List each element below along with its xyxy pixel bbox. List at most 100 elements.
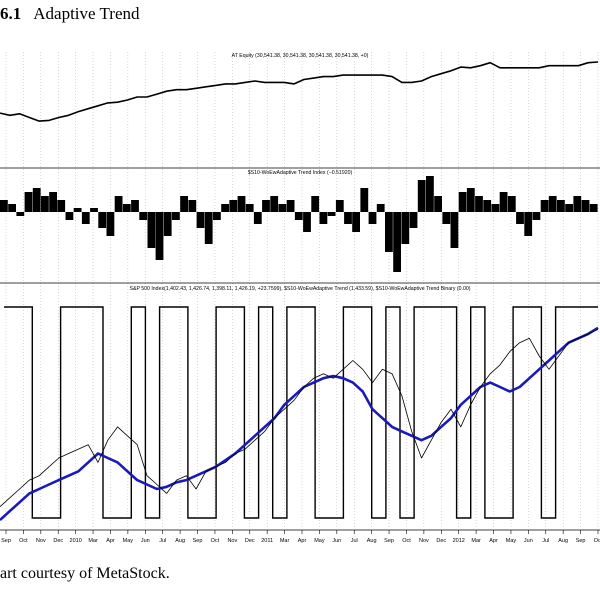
equity-panel-title: AT Equity (30,541.38, 30,541.38, 30,541.… xyxy=(232,53,369,59)
x-tick-label: Apr xyxy=(298,538,307,544)
index-bar xyxy=(491,204,500,212)
index-bar xyxy=(262,200,270,212)
index-bar xyxy=(98,212,107,228)
x-tick-label: May xyxy=(123,538,134,544)
x-tick-label: Sep xyxy=(384,538,394,544)
x-tick-label: Mar xyxy=(471,538,481,544)
index-bar xyxy=(483,200,492,212)
index-bar xyxy=(131,200,139,212)
index-bar xyxy=(294,212,303,220)
price-panel-title: S&P 500 Index(1,402.43, 1,426.74, 1,398.… xyxy=(130,286,471,292)
x-tick-label: May xyxy=(314,538,325,544)
index-bar xyxy=(114,196,123,212)
index-bar xyxy=(147,212,156,248)
index-bar xyxy=(442,212,451,224)
index-bar xyxy=(319,212,328,224)
index-bar xyxy=(360,188,369,212)
index-bar xyxy=(65,212,74,220)
index-bar xyxy=(434,196,442,212)
index-bar xyxy=(385,212,393,252)
index-bar xyxy=(49,192,57,212)
index-bar xyxy=(393,212,401,272)
x-tick-label: Oct xyxy=(594,538,600,544)
x-tick-label: Dec xyxy=(245,538,255,544)
trend-line xyxy=(0,326,599,521)
index-bar xyxy=(548,196,557,212)
x-tick-label: Jun xyxy=(524,538,533,544)
index-bar xyxy=(278,204,287,212)
index-bar xyxy=(458,192,467,212)
index-bar xyxy=(344,212,352,224)
x-tick-label: Apr xyxy=(106,538,115,544)
index-bar xyxy=(286,200,295,212)
index-bar xyxy=(196,212,205,228)
index-bar xyxy=(24,192,33,212)
index-bar xyxy=(311,196,320,212)
index-bar xyxy=(507,196,516,212)
x-tick-label: Jul xyxy=(159,538,166,544)
price-line xyxy=(0,329,599,507)
index-panel-title: $S10-WoEwAdaptive Trend Index (−0.51920) xyxy=(248,170,353,176)
index-bar xyxy=(41,196,49,212)
figure-name: Adaptive Trend xyxy=(33,4,140,23)
x-tick-label: May xyxy=(506,538,517,544)
x-tick-label: Jun xyxy=(332,538,341,544)
index-bar xyxy=(32,188,41,212)
index-bar xyxy=(237,196,246,212)
index-bar xyxy=(172,212,180,220)
index-bar xyxy=(90,208,98,212)
x-tick-label: Apr xyxy=(489,538,498,544)
index-bar xyxy=(163,212,172,236)
x-tick-label: Aug xyxy=(558,538,568,544)
index-bar xyxy=(57,200,66,212)
index-bar xyxy=(303,212,311,232)
index-bar xyxy=(352,212,360,232)
index-bar xyxy=(532,212,541,220)
x-tick-label: 2010 xyxy=(70,538,82,544)
figure-title: 6.1 Adaptive Trend xyxy=(0,4,140,24)
index-bar xyxy=(270,196,279,212)
index-bar xyxy=(327,212,336,216)
index-bar xyxy=(16,212,25,216)
index-bar xyxy=(466,188,475,212)
x-tick-label: Aug xyxy=(175,538,185,544)
index-bar xyxy=(155,212,164,260)
x-tick-label: Nov xyxy=(36,538,46,544)
index-bar xyxy=(8,204,16,212)
x-tick-label: 2011 xyxy=(261,538,273,544)
index-bar xyxy=(245,204,254,212)
vertical-gridlines xyxy=(5,52,599,528)
index-bar xyxy=(573,196,582,212)
index-bar xyxy=(499,192,508,212)
index-bar xyxy=(426,176,434,212)
index-bar xyxy=(417,180,426,212)
figure-caption: art courtesy of MetaStock. xyxy=(0,565,170,582)
x-tick-label: Dec xyxy=(53,538,63,544)
index-bar xyxy=(180,196,188,212)
index-bar xyxy=(0,200,8,212)
index-bar xyxy=(188,200,197,212)
index-bar xyxy=(401,212,410,244)
index-bar xyxy=(581,200,590,212)
index-bar xyxy=(557,200,565,212)
index-bar xyxy=(221,204,229,212)
index-bar xyxy=(409,212,418,228)
x-tick-label: Nov xyxy=(227,538,237,544)
x-tick-label: Nov xyxy=(419,538,429,544)
index-bar xyxy=(139,212,148,220)
x-tick-label: Jul xyxy=(542,538,549,544)
index-bar xyxy=(565,204,573,212)
index-bar xyxy=(122,204,131,212)
x-tick-label: Oct xyxy=(211,538,220,544)
x-tick-label: Oct xyxy=(402,538,411,544)
x-tick-label: Sep xyxy=(1,538,11,544)
trend-index-panel xyxy=(0,176,598,272)
index-bar xyxy=(81,212,90,224)
index-bar xyxy=(475,196,483,212)
index-bar xyxy=(376,204,385,212)
x-tick-label: Oct xyxy=(19,538,28,544)
x-tick-label: Mar xyxy=(280,538,290,544)
index-bar xyxy=(540,200,549,212)
equity-panel xyxy=(0,61,599,122)
index-bar xyxy=(73,208,82,212)
